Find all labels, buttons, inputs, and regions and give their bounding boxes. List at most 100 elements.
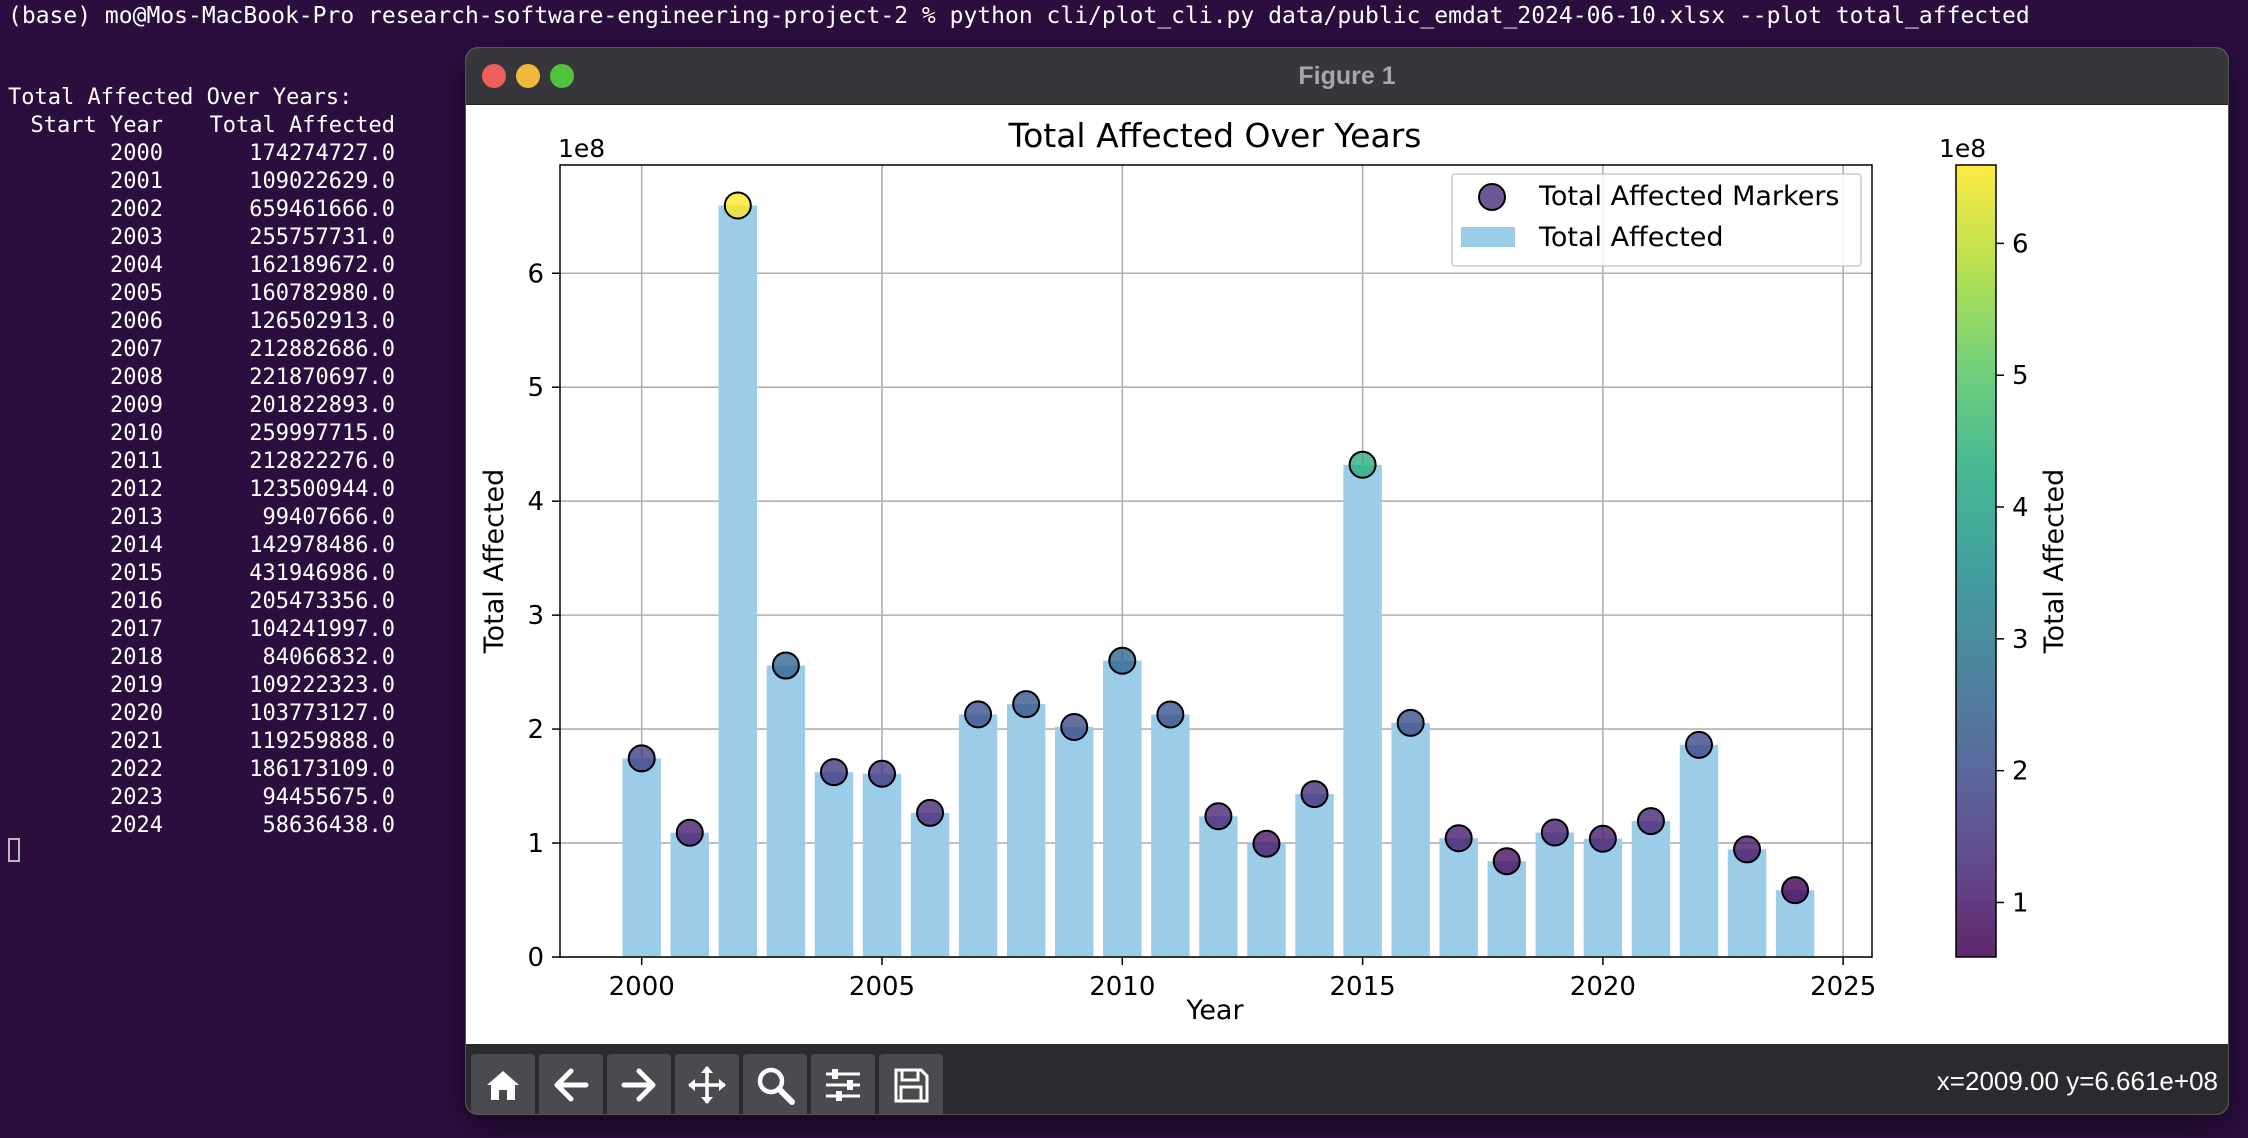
close-window-button[interactable] [482, 64, 506, 88]
configure-subplots-button[interactable] [811, 1054, 875, 1114]
row-value: 186173109.0 [249, 757, 395, 782]
bar [1103, 660, 1142, 957]
row-year: 2004 [110, 253, 163, 278]
y-axis-label: Total Affected [479, 469, 510, 655]
table-row: 2024 58636438.0 [8, 812, 395, 840]
bars-layer [622, 205, 1815, 957]
row-year: 2018 [110, 645, 163, 670]
row-value: 205473356.0 [249, 589, 395, 614]
table-row: 2017 104241997.0 [8, 616, 395, 644]
bar [814, 772, 854, 957]
table-row: 2022 186173109.0 [8, 756, 395, 784]
row-year: 2022 [110, 757, 163, 782]
row-value: 94455675.0 [262, 785, 395, 810]
table-row: 2002 659461666.0 [8, 196, 395, 224]
row-year: 2011 [110, 449, 163, 474]
table-rows: 2000 174274727.0 2001 109022629.0 2002 659461… [8, 140, 395, 840]
row-value: 109022629.0 [249, 169, 395, 194]
coordinates-readout: x=2009.00 y=6.661e+08 [1936, 1066, 2218, 1096]
window-titlebar[interactable]: Figure 1 [466, 48, 2228, 105]
y-tick-label: 5 [527, 373, 544, 403]
save-icon [894, 1068, 929, 1103]
row-year: 2012 [110, 477, 163, 502]
bar [718, 205, 758, 957]
bar [1439, 838, 1478, 957]
row-value: 109222323.0 [249, 673, 395, 698]
back-arrow-icon [554, 1068, 589, 1102]
colorbar: 1e8 1 2 3 4 5 6 Total Affected [1939, 134, 2070, 958]
marker-point [1252, 829, 1281, 858]
save-button[interactable] [879, 1054, 943, 1114]
table-row: 2019 109222323.0 [8, 672, 395, 700]
bar [958, 714, 998, 957]
colorbar-tick-label: 5 [2012, 361, 2029, 391]
row-year: 2019 [110, 673, 163, 698]
bar [1535, 832, 1575, 957]
marker-point [819, 758, 848, 787]
minimize-window-button[interactable] [516, 64, 540, 88]
bar [1391, 722, 1430, 957]
row-value: 84066832.0 [262, 645, 395, 670]
table-row: 2014 142978486.0 [8, 532, 395, 560]
plot-frame [559, 164, 1873, 958]
bar [1343, 464, 1382, 957]
maximize-window-button[interactable] [550, 64, 574, 88]
chart-svg[interactable]: Total Affected Over Years 1e8 2000 2005 20… [466, 105, 2228, 1092]
x-tick-label: 2010 [1089, 972, 1155, 1002]
y-tick-label: 0 [527, 943, 544, 973]
bar [1487, 861, 1526, 957]
table-row: 2009 201822893.0 [8, 392, 395, 420]
row-value: 160782980.0 [249, 281, 395, 306]
table-row: 2021 119259888.0 [8, 728, 395, 756]
figure-canvas[interactable]: Total Affected Over Years 1e8 2000 2005 20… [466, 105, 2228, 1092]
marker-point [1733, 835, 1762, 864]
x-tick-label: 2000 [609, 972, 675, 1002]
row-year: 2014 [110, 533, 163, 558]
row-value: 104241997.0 [249, 617, 395, 642]
row-value: 123500944.0 [249, 477, 395, 502]
row-year: 2020 [110, 701, 163, 726]
legend-label-bars: Total Affected [1538, 222, 1724, 253]
bar [1727, 849, 1767, 957]
table-row: 2023 94455675.0 [8, 784, 395, 812]
pan-button[interactable] [675, 1054, 739, 1114]
back-button[interactable] [539, 1054, 603, 1114]
marker-point [1781, 876, 1810, 905]
colorbar-frame [1955, 164, 1997, 958]
forward-button[interactable] [607, 1054, 671, 1114]
marker-point [627, 744, 656, 773]
table-row: 2004 162189672.0 [8, 252, 395, 280]
table-row: 2012 123500944.0 [8, 476, 395, 504]
row-year: 2021 [110, 729, 163, 754]
colorbar-tick-label: 6 [2012, 229, 2029, 259]
pan-icon [688, 1066, 726, 1104]
zoom-button[interactable] [743, 1054, 807, 1114]
row-value: 201822893.0 [249, 393, 395, 418]
row-value: 103773127.0 [249, 701, 395, 726]
row-value: 99407666.0 [262, 505, 395, 530]
bar [1583, 838, 1623, 957]
colorbar-offset-label: 1e8 [1939, 134, 1986, 163]
x-tick-label: 2005 [849, 972, 915, 1002]
row-value: 142978486.0 [249, 533, 395, 558]
marker-point [1684, 730, 1713, 759]
bar [1199, 816, 1238, 957]
legend: Total Affected Markers Total Affected [1451, 173, 1862, 267]
marker-point [1300, 780, 1329, 809]
bar [670, 832, 709, 957]
bar [622, 758, 661, 957]
header-start-year: Start Year [30, 113, 163, 138]
home-button[interactable] [471, 1054, 535, 1114]
marker-point [1204, 802, 1233, 831]
output-title: Total Affected Over Years: [8, 85, 353, 110]
bar [862, 773, 902, 957]
colorbar-label: Total Affected [2039, 469, 2070, 655]
legend-marker-swatch [1478, 183, 1506, 211]
table-row: 2010 259997715.0 [8, 420, 395, 448]
marker-point [1396, 708, 1425, 737]
colorbar-tick-label: 2 [2012, 757, 2029, 787]
row-year: 2001 [110, 169, 163, 194]
bar [1151, 714, 1190, 957]
colorbar-tick-label: 1 [2012, 888, 2029, 918]
legend-box [1451, 173, 1862, 267]
